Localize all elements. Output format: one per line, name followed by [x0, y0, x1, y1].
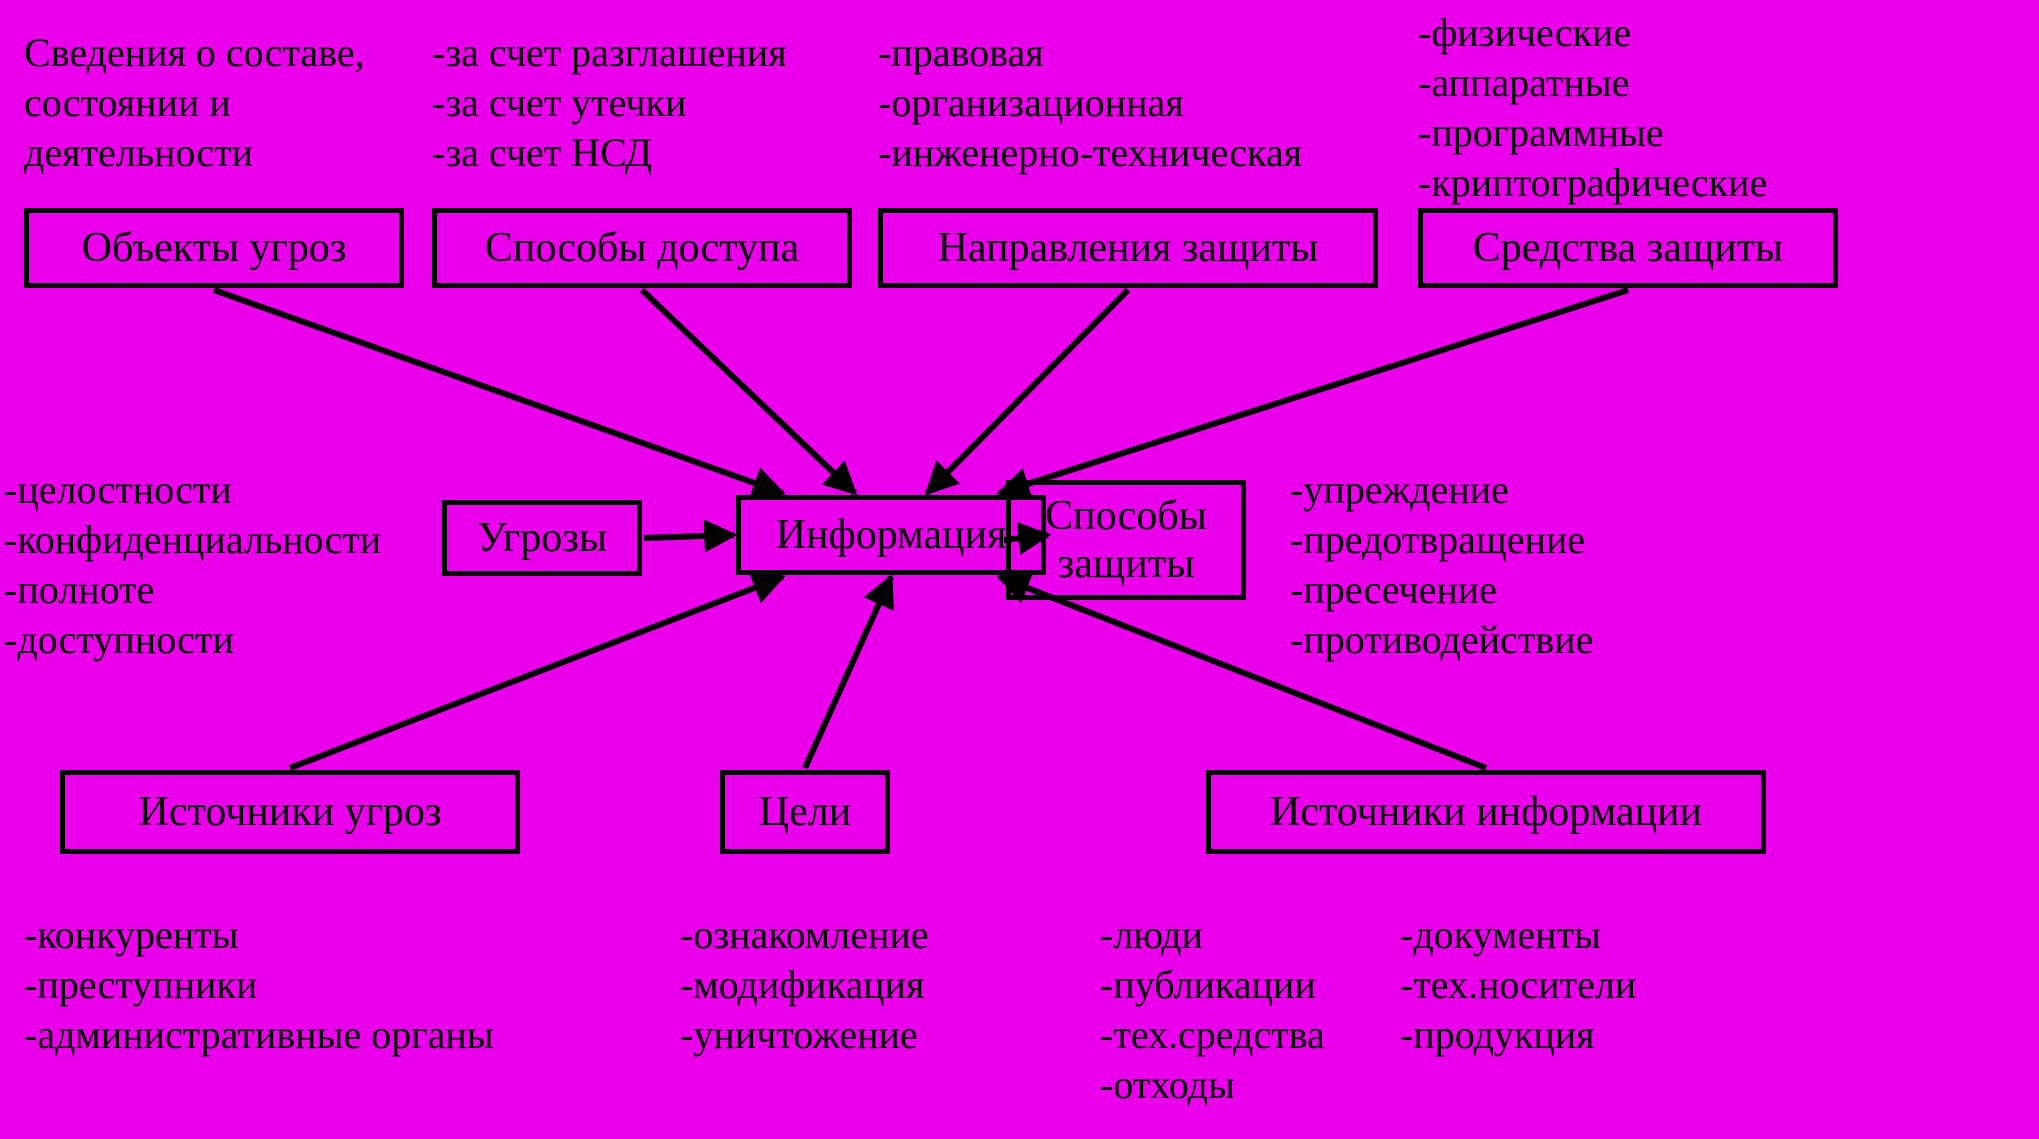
node-label: Способы защиты: [1045, 492, 1207, 589]
node-bot1: Источники угроз: [60, 770, 520, 854]
node-top1: Объекты угроз: [24, 208, 404, 288]
diagram-stage: Информация Объекты угроз Способы доступа На…: [0, 0, 2039, 1139]
text-t_mid_left: -целостности -конфиденциальности -полнот…: [4, 465, 381, 665]
node-label: Информация: [776, 511, 1007, 559]
text-t_top3: -правовая -организационная -инженерно-те…: [878, 28, 1302, 178]
node-top4: Средства защиты: [1418, 208, 1838, 288]
node-label: Способы доступа: [485, 224, 799, 272]
node-label: Направления защиты: [938, 224, 1319, 272]
text-t_mid_right: -упреждение -предотвращение -пресечение …: [1290, 465, 1593, 665]
node-center: Информация: [736, 495, 1046, 575]
text-t_bot3a: -люди -публикации -тех.средства -отходы: [1100, 910, 1325, 1110]
node-label: Средства защиты: [1473, 224, 1784, 272]
node-bot3: Источники информации: [1206, 770, 1766, 854]
text-t_top4: -физические -аппаратные -программные -кр…: [1418, 8, 1767, 208]
edge-top3-to-center: [927, 290, 1128, 493]
node-label: Источники угроз: [139, 788, 442, 836]
text-t_top1: Сведения о составе, состоянии и деятельн…: [24, 28, 365, 178]
edge-top1-to-center: [214, 290, 783, 493]
edge-top2-to-center: [642, 290, 855, 493]
text-t_bot1: -конкуренты -преступники -административн…: [24, 910, 494, 1060]
node-mid_right: Способы защиты: [1006, 480, 1246, 600]
edge-bot2-to-center: [805, 577, 891, 768]
edge-top4-to-center: [1000, 290, 1629, 493]
node-top3: Направления защиты: [878, 208, 1378, 288]
text-t_bot2: -ознакомление -модификация -уничтожение: [680, 910, 929, 1060]
node-top2: Способы доступа: [432, 208, 852, 288]
text-t_top2: -за счет разглашения -за счет утечки -за…: [432, 28, 787, 178]
node-label: Угрозы: [477, 514, 607, 562]
edge-mid_left-to-center: [644, 535, 734, 538]
node-label: Цели: [759, 788, 851, 836]
node-label: Объекты угроз: [82, 224, 347, 272]
node-bot2: Цели: [720, 770, 890, 854]
node-mid_left: Угрозы: [442, 500, 642, 576]
node-label: Источники информации: [1270, 788, 1702, 836]
text-t_bot3b: -документы -тех.носители -продукция: [1400, 910, 1636, 1060]
